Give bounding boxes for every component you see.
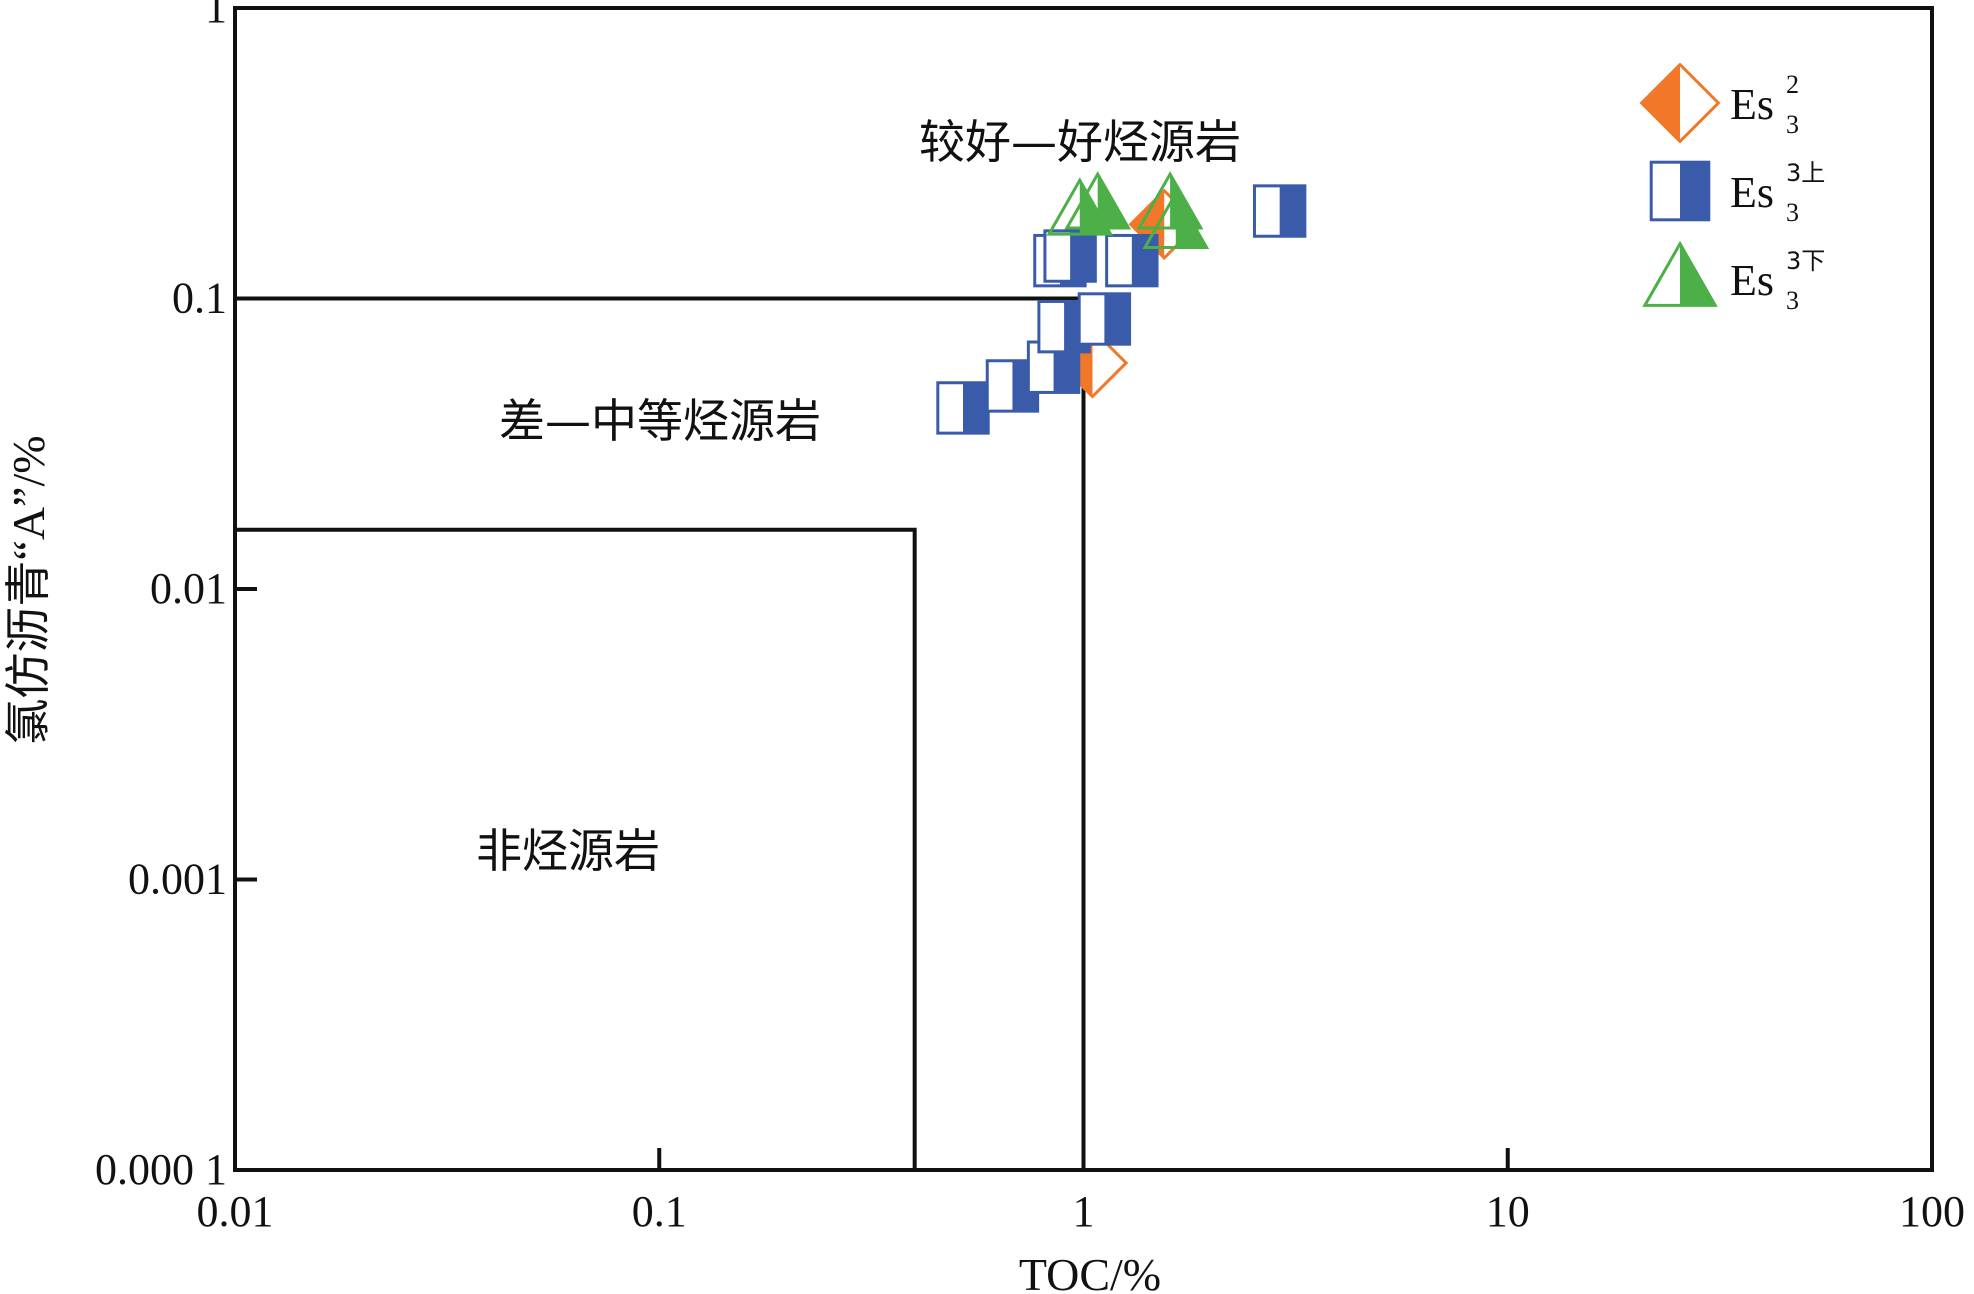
marker-half-fill	[1641, 64, 1680, 142]
x-tick-label: 10	[1486, 1187, 1530, 1236]
marker-outline	[1639, 62, 1721, 144]
tick-layer: 0.01 0.1 1 10 100 0.000 1 0.001 0.01 0.1 1	[95, 0, 1965, 1236]
x-tick-label: 1	[1073, 1187, 1095, 1236]
marker-outline	[1136, 171, 1204, 230]
legend-label: Es	[1730, 168, 1774, 217]
data-point	[936, 381, 990, 435]
legend-label: Es	[1730, 256, 1774, 305]
marker-half-fill	[1131, 235, 1158, 286]
marker-outline	[1642, 240, 1718, 307]
region-label: 非烃源岩	[476, 824, 660, 878]
y-tick-label: 0.000 1	[95, 1145, 227, 1194]
marker-outline	[1142, 190, 1210, 249]
y-axis-title: 氯仿沥青“A”/%	[3, 435, 54, 744]
legend-subscript: 3	[1786, 286, 1799, 315]
legend-layer: Es 2 3 Es 3上 3 Es 3下 3	[1639, 62, 1825, 315]
x-axis-title: TOC/%	[1019, 1249, 1161, 1294]
data-point	[1077, 292, 1132, 346]
legend-marker	[1649, 160, 1711, 222]
legend-marker	[1642, 240, 1718, 307]
data-point	[1105, 233, 1159, 288]
y-tick-label: 0.001	[128, 855, 227, 904]
legend-label: Es	[1730, 80, 1774, 129]
marker-half-fill	[1279, 185, 1305, 237]
marker-half-fill	[963, 382, 989, 434]
y-tick-label: 0.1	[172, 274, 227, 323]
legend-superscript: 3上	[1786, 159, 1825, 187]
region-boundary	[235, 527, 917, 1170]
data-point	[1142, 190, 1210, 249]
y-tick-label: 0.01	[150, 564, 227, 613]
legend-superscript: 3下	[1786, 247, 1825, 275]
marker-half-fill	[1104, 293, 1130, 345]
marker-half-fill	[1680, 162, 1709, 220]
y-tick-label: 1	[205, 0, 227, 32]
legend-marker	[1639, 62, 1721, 144]
legend-superscript: 2	[1786, 70, 1799, 99]
marker-outline	[1064, 171, 1132, 230]
region-label: 较好—好烃源岩	[919, 115, 1241, 169]
legend-subscript: 3	[1786, 110, 1799, 139]
x-tick-label: 0.1	[632, 1187, 687, 1236]
point-layer	[936, 171, 1307, 435]
marker-half-fill	[1070, 230, 1096, 282]
x-tick-label: 100	[1899, 1187, 1965, 1236]
data-point	[1064, 171, 1132, 230]
data-point	[1252, 184, 1307, 238]
data-point	[1043, 229, 1097, 283]
x-tick-label: 0.01	[197, 1187, 274, 1236]
legend-subscript: 3	[1786, 198, 1799, 227]
marker-outline	[1046, 177, 1114, 236]
region-label: 差—中等烃源岩	[499, 394, 821, 448]
